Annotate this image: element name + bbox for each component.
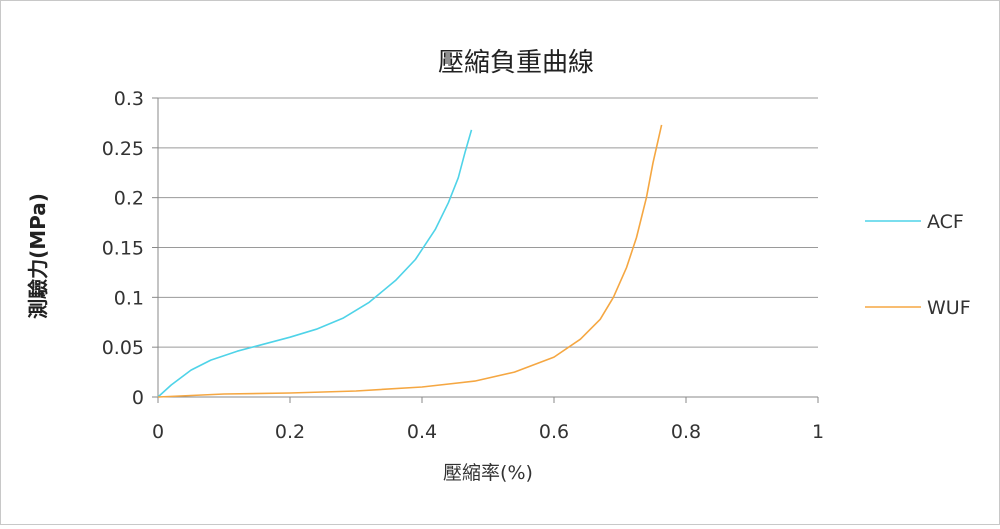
x-tick-labels: 0 0.2 0.4 0.6 0.8 1 [152,421,824,443]
chart-title: 壓縮負重曲線 [438,48,594,78]
y-tick-label: 0.3 [114,88,144,110]
series-line-wuf [157,124,663,398]
y-tick-label: 0 [132,387,144,409]
y-axis-label: 測驗力(MPa) [26,193,50,319]
y-tick-label: 0.15 [102,238,144,260]
series-line-acf [157,129,473,398]
x-tick-label: 0.4 [407,421,437,443]
x-tick-label: 1 [812,421,824,443]
legend: ACF WUF [865,211,971,319]
y-tick-label: 0.2 [114,188,144,210]
legend-label-acf: ACF [927,211,964,233]
legend-label-wuf: WUF [927,297,971,319]
y-tick-label: 0.05 [102,337,144,359]
series-lines [157,124,663,398]
y-tick-label: 0.1 [114,287,144,309]
x-tick-label: 0.6 [539,421,569,443]
axes [152,97,819,403]
gridlines [158,97,818,348]
x-axis-label: 壓縮率(%) [443,462,533,484]
y-tick-labels: 0 0.05 0.1 0.15 0.2 0.25 0.3 [102,88,144,409]
x-tick-label: 0.8 [671,421,701,443]
x-tick-label: 0.2 [275,421,305,443]
y-tick-label: 0.25 [102,138,144,160]
x-tick-label: 0 [152,421,164,443]
